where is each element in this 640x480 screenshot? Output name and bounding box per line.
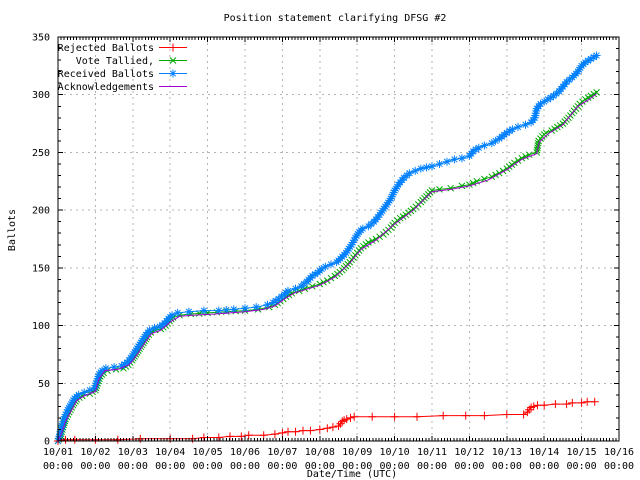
x-tick-sublabel: 00:00 bbox=[417, 461, 447, 472]
x-tick-label: 10/13 bbox=[492, 447, 522, 458]
ticks-layer bbox=[57, 36, 620, 442]
x-tick-sublabel: 00:00 bbox=[492, 461, 522, 472]
chart-title: Position statement clarifying DFSG #2 bbox=[224, 13, 447, 24]
x-tick-label: 10/06 bbox=[230, 447, 260, 458]
x-tick-sublabel: 00:00 bbox=[529, 461, 559, 472]
x-tick-label: 10/02 bbox=[80, 447, 110, 458]
x-tick-labels: 10/01 00:00 10/02 00:00 10/03 00:00 10/04 00:00… bbox=[43, 447, 634, 472]
x-tick-sublabel: 00:00 bbox=[155, 461, 185, 472]
x-tick-label: 10/14 bbox=[529, 447, 559, 458]
x-tick-label: 10/05 bbox=[193, 447, 223, 458]
y-axis-label: Ballots bbox=[7, 209, 18, 251]
x-tick-label: 10/08 bbox=[305, 447, 335, 458]
series-rejected-ballots-line bbox=[57, 401, 595, 442]
legend-sample-marker-rejected-ballots bbox=[169, 43, 177, 52]
y-tick-label: 200 bbox=[32, 206, 50, 217]
y-tick-label: 300 bbox=[32, 90, 50, 101]
y-tick-label: 150 bbox=[32, 263, 50, 274]
x-tick-label: 10/12 bbox=[454, 447, 484, 458]
x-tick-sublabel: 00:00 bbox=[604, 461, 634, 472]
x-tick-sublabel: 00:00 bbox=[380, 461, 410, 472]
legend-label-acknowledgements: Acknowledgements bbox=[58, 82, 154, 93]
x-tick-sublabel: 00:00 bbox=[305, 461, 335, 472]
y-tick-label: 250 bbox=[32, 148, 50, 159]
y-tick-label: 350 bbox=[32, 33, 50, 44]
x-tick-sublabel: 00:00 bbox=[567, 461, 597, 472]
legend-label-received-ballots: Received Ballots bbox=[58, 69, 154, 80]
x-tick-label: 10/03 bbox=[118, 447, 148, 458]
x-tick-sublabel: 00:00 bbox=[118, 461, 148, 472]
x-tick-label: 10/04 bbox=[155, 447, 185, 458]
x-tick-sublabel: 00:00 bbox=[43, 461, 73, 472]
series-layer bbox=[54, 51, 601, 445]
series-received-ballots-markers bbox=[54, 51, 601, 445]
x-tick-label: 10/15 bbox=[567, 447, 597, 458]
x-axis-label: Date/Time (UTC) bbox=[307, 469, 397, 480]
y-tick-label: 0 bbox=[44, 437, 50, 448]
legend: Rejected Ballots Vote Tallied, Received … bbox=[58, 43, 187, 93]
legend-sample-marker-vote-tallied bbox=[169, 57, 177, 64]
y-tick-label: 100 bbox=[32, 321, 50, 332]
legend-line-samples bbox=[159, 43, 187, 87]
x-tick-label: 10/16 bbox=[604, 447, 634, 458]
x-tick-label: 10/01 bbox=[43, 447, 73, 458]
legend-label-rejected-ballots: Rejected Ballots bbox=[58, 43, 154, 54]
x-tick-sublabel: 00:00 bbox=[342, 461, 372, 472]
y-tick-labels: 0 50 100 150 200 250 300 350 bbox=[32, 33, 50, 448]
x-tick-sublabel: 00:00 bbox=[267, 461, 297, 472]
grid-layer bbox=[58, 37, 619, 441]
series-rejected-ballots-markers bbox=[54, 397, 599, 445]
x-tick-sublabel: 00:00 bbox=[454, 461, 484, 472]
x-tick-sublabel: 00:00 bbox=[230, 461, 260, 472]
x-tick-sublabel: 00:00 bbox=[80, 461, 110, 472]
plot-border bbox=[57, 36, 620, 442]
x-tick-label: 10/09 bbox=[342, 447, 372, 458]
x-tick-label: 10/07 bbox=[267, 447, 297, 458]
legend-sample-marker-received-ballots bbox=[169, 69, 177, 78]
legend-label-vote-tallied: Vote Tallied, bbox=[76, 56, 154, 67]
series-acknowledgements-line bbox=[57, 93, 597, 442]
x-tick-sublabel: 00:00 bbox=[193, 461, 223, 472]
y-tick-label: 50 bbox=[38, 379, 50, 390]
x-tick-label: 10/11 bbox=[417, 447, 447, 458]
series-received-ballots-line bbox=[57, 55, 597, 442]
x-tick-label: 10/10 bbox=[380, 447, 410, 458]
